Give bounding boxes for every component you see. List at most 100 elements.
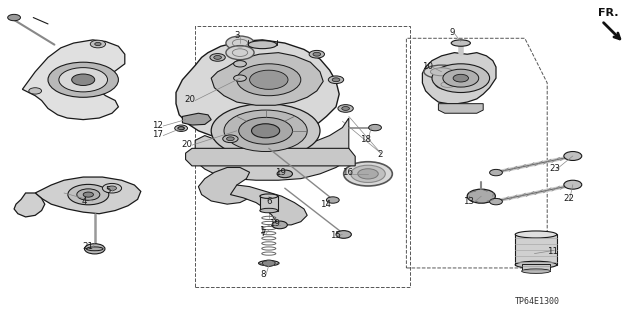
Text: FR.: FR.	[598, 8, 619, 18]
Bar	[522, 264, 550, 271]
Circle shape	[224, 110, 307, 152]
Circle shape	[59, 68, 108, 92]
Circle shape	[328, 76, 344, 84]
Text: 19: 19	[275, 168, 286, 177]
Ellipse shape	[260, 208, 278, 213]
Text: 18: 18	[360, 135, 371, 144]
Text: 11: 11	[547, 247, 558, 256]
Circle shape	[272, 221, 287, 229]
Circle shape	[234, 61, 246, 67]
Ellipse shape	[260, 194, 278, 198]
Text: 23: 23	[549, 164, 560, 173]
Circle shape	[277, 170, 292, 178]
Text: 1: 1	[259, 226, 265, 235]
Polygon shape	[182, 113, 211, 125]
Text: 12: 12	[152, 121, 163, 130]
Polygon shape	[230, 185, 307, 225]
Circle shape	[237, 64, 301, 96]
Text: 7: 7	[260, 229, 266, 238]
Circle shape	[77, 189, 100, 200]
Polygon shape	[14, 193, 45, 217]
Text: 8: 8	[260, 271, 266, 279]
Circle shape	[72, 74, 95, 85]
Circle shape	[226, 46, 254, 60]
Ellipse shape	[522, 269, 550, 273]
Circle shape	[178, 127, 184, 130]
Circle shape	[68, 184, 109, 205]
Ellipse shape	[248, 41, 276, 49]
Circle shape	[326, 197, 339, 203]
Circle shape	[48, 62, 118, 97]
Polygon shape	[22, 40, 125, 120]
Circle shape	[443, 69, 479, 87]
Circle shape	[175, 125, 188, 131]
Ellipse shape	[451, 40, 470, 46]
Circle shape	[369, 124, 381, 131]
Text: 19: 19	[269, 219, 280, 228]
Circle shape	[309, 50, 324, 58]
Circle shape	[8, 14, 20, 21]
Circle shape	[214, 56, 221, 59]
Circle shape	[223, 135, 238, 143]
Circle shape	[338, 105, 353, 112]
Text: TP64E1300: TP64E1300	[515, 297, 560, 306]
Circle shape	[252, 124, 280, 138]
Text: 22: 22	[563, 194, 574, 203]
Text: 13: 13	[463, 197, 474, 206]
Circle shape	[83, 192, 93, 197]
Circle shape	[313, 52, 321, 56]
Bar	[515, 234, 557, 265]
Ellipse shape	[436, 80, 460, 89]
Circle shape	[432, 64, 490, 93]
Circle shape	[358, 169, 378, 179]
Circle shape	[336, 231, 351, 238]
Text: 10: 10	[422, 62, 433, 70]
Polygon shape	[198, 167, 253, 204]
Circle shape	[90, 40, 106, 48]
Polygon shape	[176, 40, 339, 140]
Bar	[260, 196, 278, 211]
Circle shape	[234, 75, 246, 81]
Circle shape	[29, 88, 42, 94]
Polygon shape	[35, 177, 141, 214]
Circle shape	[564, 180, 582, 189]
Circle shape	[490, 169, 502, 176]
Circle shape	[344, 162, 392, 186]
Text: 9: 9	[450, 28, 455, 37]
Bar	[195, 26, 410, 287]
Ellipse shape	[259, 261, 279, 266]
Circle shape	[453, 74, 468, 82]
Circle shape	[227, 137, 234, 141]
Text: 16: 16	[342, 168, 353, 177]
Polygon shape	[186, 148, 355, 166]
Circle shape	[108, 186, 116, 190]
Circle shape	[332, 78, 340, 82]
Text: 14: 14	[320, 200, 331, 209]
Ellipse shape	[515, 261, 557, 268]
Ellipse shape	[86, 247, 103, 251]
Circle shape	[490, 198, 502, 205]
Text: 21: 21	[82, 242, 93, 251]
Polygon shape	[211, 53, 323, 105]
Circle shape	[239, 117, 292, 144]
Circle shape	[226, 36, 254, 50]
Circle shape	[262, 260, 275, 266]
Circle shape	[102, 183, 122, 193]
Ellipse shape	[424, 65, 460, 78]
Polygon shape	[438, 104, 483, 113]
Circle shape	[250, 70, 288, 89]
Ellipse shape	[430, 68, 453, 76]
Text: 17: 17	[152, 130, 163, 139]
Text: 3: 3	[235, 31, 241, 40]
Circle shape	[342, 107, 349, 110]
Circle shape	[84, 244, 105, 254]
Circle shape	[210, 54, 225, 61]
Text: 5: 5	[106, 186, 111, 195]
Circle shape	[211, 104, 320, 158]
Text: 20: 20	[184, 95, 195, 104]
Circle shape	[564, 152, 582, 160]
Polygon shape	[422, 53, 496, 104]
Circle shape	[95, 42, 101, 46]
Circle shape	[467, 189, 495, 203]
Text: 2: 2	[378, 150, 383, 159]
